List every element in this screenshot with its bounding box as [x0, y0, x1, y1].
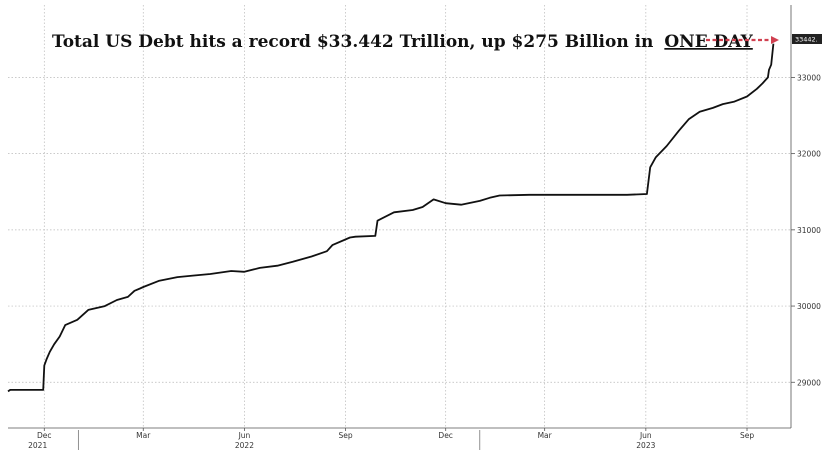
year-dividers [77, 430, 481, 450]
y-tick-label: 30000 [797, 302, 821, 311]
y-tick-label: 31000 [797, 226, 821, 235]
annotation-arrow [706, 36, 779, 44]
last-value-label: 33442. [795, 36, 818, 44]
x-tick-label: Jun [238, 431, 251, 440]
x-tick-label: Mar [538, 431, 553, 440]
chart-title: Total US Debt hits a record $33.442 Tril… [52, 32, 754, 52]
x-axis: Dec Mar Jun Sep Dec Mar Jun Sep 2021 2022 2023 [28, 428, 754, 450]
y-tick-label: 32000 [797, 150, 821, 159]
x-tick-label: Sep [339, 431, 353, 440]
y-tick-label: 29000 [797, 378, 821, 387]
series-layer [7, 43, 775, 393]
x-tick-label: Sep [740, 431, 754, 440]
x-tick-label: Dec [438, 431, 453, 440]
x-tick-label: Mar [136, 431, 151, 440]
last-value-tag: 33442. [792, 34, 822, 44]
year-label: 2022 [235, 441, 254, 450]
x-tick-label: Jun [639, 431, 652, 440]
year-label: 2023 [636, 441, 655, 450]
y-axis: 29000 30000 31000 32000 33000 [791, 73, 821, 387]
year-label: 2021 [28, 441, 47, 450]
series-line [7, 43, 775, 393]
chart-title-prefix: Total US Debt hits a record $33.442 Tril… [52, 32, 653, 52]
x-tick-label: Dec [37, 431, 52, 440]
chart-title-emphasis: ONE DAY [664, 32, 753, 52]
y-tick-label: 33000 [797, 73, 821, 82]
